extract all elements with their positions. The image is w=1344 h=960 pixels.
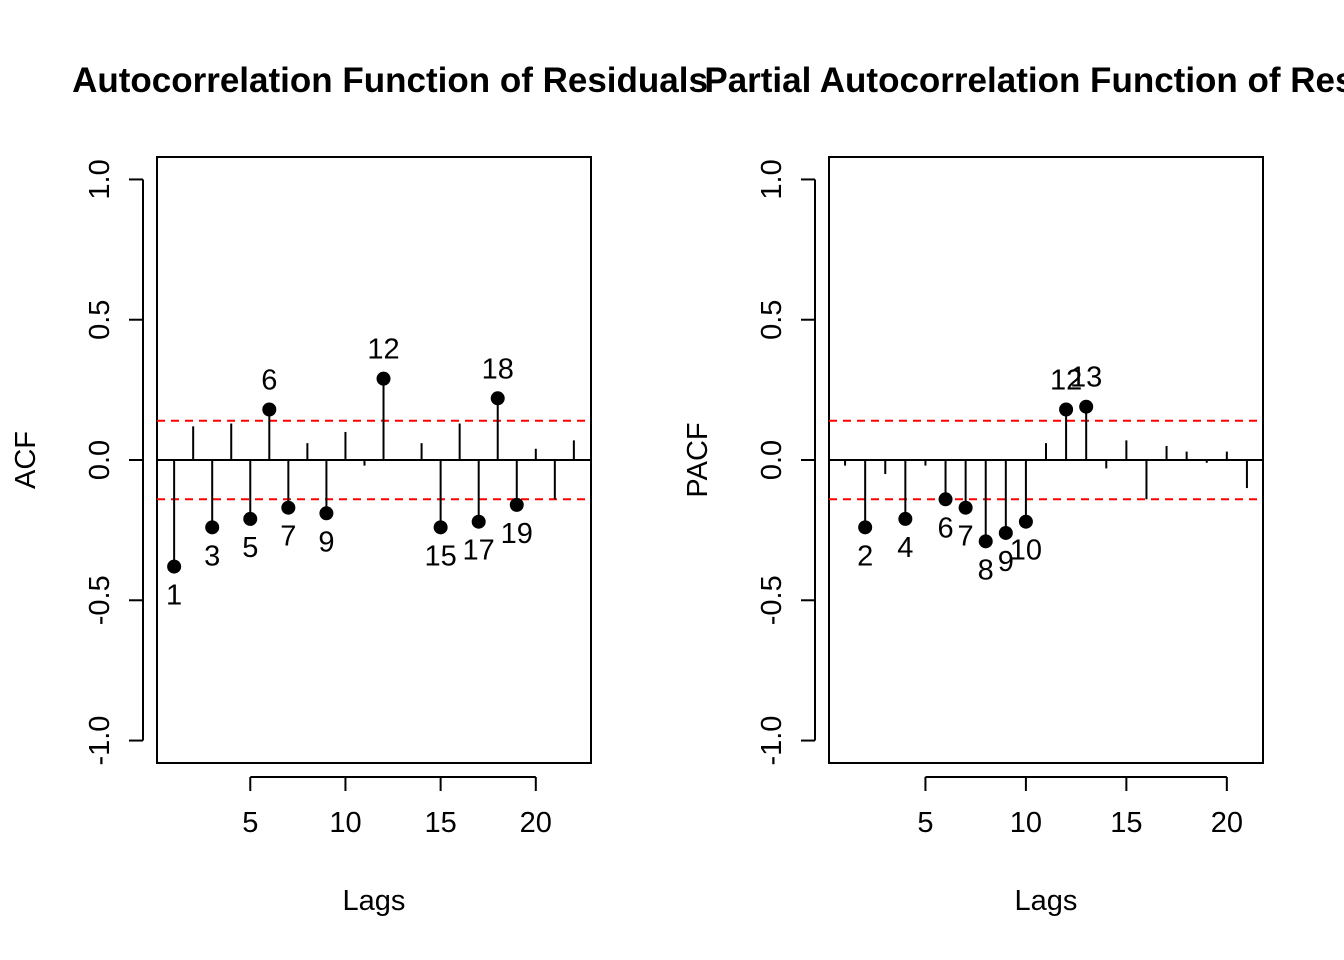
acf-point bbox=[490, 391, 505, 406]
acf-point bbox=[281, 500, 296, 515]
pacf-y-tick-label: 1.0 bbox=[756, 159, 788, 199]
pacf-point bbox=[1059, 402, 1074, 417]
pacf-point-label: 13 bbox=[1070, 362, 1102, 394]
acf-point-label: 19 bbox=[501, 518, 533, 550]
acf-point-label: 3 bbox=[204, 540, 220, 572]
pacf-point bbox=[978, 534, 993, 549]
pacf-x-axis-label: Lags bbox=[1015, 885, 1078, 917]
pacf-title: Partial Autocorrelation Function of Resi… bbox=[704, 61, 1344, 100]
pacf-point bbox=[958, 500, 973, 515]
acf-point-label: 18 bbox=[482, 353, 514, 385]
pacf-x-tick-label: 20 bbox=[1211, 807, 1243, 839]
acf-point bbox=[205, 520, 220, 535]
pacf-point bbox=[1079, 399, 1094, 414]
pacf-y-axis-label: PACF bbox=[682, 422, 714, 497]
pacf-x-tick-label: 15 bbox=[1110, 807, 1142, 839]
acf-point bbox=[167, 559, 182, 574]
acf-y-tick-label: 1.0 bbox=[84, 159, 116, 199]
pacf-panel: Partial Autocorrelation Function of Resi… bbox=[682, 61, 1344, 917]
acf-x-tick-label: 5 bbox=[242, 807, 258, 839]
pacf-x-tick-label: 10 bbox=[1010, 807, 1042, 839]
pacf-y-tick-label: 0.5 bbox=[756, 300, 788, 340]
pacf-point bbox=[898, 511, 913, 526]
acf-y-tick-label: -0.5 bbox=[84, 575, 116, 625]
pacf-point-label: 6 bbox=[937, 512, 953, 544]
acf-y-axis-label: ACF bbox=[10, 431, 42, 489]
acf-point bbox=[262, 402, 277, 417]
acf-title: Autocorrelation Function of Residuals bbox=[72, 61, 708, 100]
pacf-point-label: 9 bbox=[998, 546, 1014, 578]
pacf-y-tick-label: 0.0 bbox=[756, 440, 788, 480]
acf-point-label: 17 bbox=[463, 535, 495, 567]
pacf-point bbox=[998, 525, 1013, 540]
acf-y-tick-label: 0.0 bbox=[84, 440, 116, 480]
pacf-point-label: 2 bbox=[857, 540, 873, 572]
pacf-point-label: 7 bbox=[958, 521, 974, 553]
acf-x-tick-label: 10 bbox=[329, 807, 361, 839]
pacf-point-label: 4 bbox=[897, 532, 913, 564]
acf-point bbox=[376, 371, 391, 386]
acf-point bbox=[243, 511, 258, 526]
pacf-point-label: 12 bbox=[1050, 365, 1082, 397]
acf-y-tick-label: -1.0 bbox=[84, 716, 116, 766]
acf-x-tick-label: 20 bbox=[520, 807, 552, 839]
acf-point-label: 9 bbox=[318, 526, 334, 558]
acf-x-axis-label: Lags bbox=[343, 885, 406, 917]
acf-point-label: 7 bbox=[280, 521, 296, 553]
acf-point bbox=[319, 506, 334, 521]
acf-point bbox=[509, 497, 524, 512]
acf-x-tick-label: 15 bbox=[424, 807, 456, 839]
pacf-point bbox=[1018, 514, 1033, 529]
pacf-point bbox=[858, 520, 873, 535]
acf-point bbox=[471, 514, 486, 529]
acf-point-label: 15 bbox=[424, 540, 456, 572]
pacf-point bbox=[938, 492, 953, 507]
pacf-y-tick-label: -0.5 bbox=[756, 575, 788, 625]
pacf-point-label: 8 bbox=[978, 554, 994, 586]
pacf-point-label: 10 bbox=[1010, 535, 1042, 567]
pacf-y-tick-label: -1.0 bbox=[756, 716, 788, 766]
acf-panel: Autocorrelation Function of Residuals La… bbox=[10, 61, 708, 917]
acf-point-label: 12 bbox=[367, 334, 399, 366]
acf-point-label: 1 bbox=[166, 580, 182, 612]
acf-point-label: 5 bbox=[242, 532, 258, 564]
acf-point-label: 6 bbox=[261, 365, 277, 397]
pacf-x-tick-label: 5 bbox=[917, 807, 933, 839]
acf-y-tick-label: 0.5 bbox=[84, 300, 116, 340]
acf-point bbox=[433, 520, 448, 535]
